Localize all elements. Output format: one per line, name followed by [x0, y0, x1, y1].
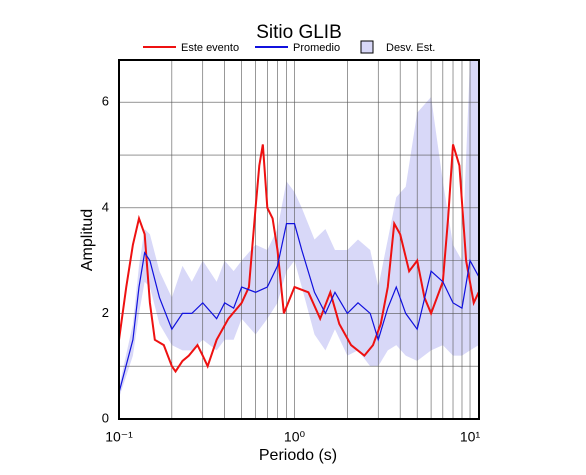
x-tick-label: 10⁻¹	[105, 429, 133, 445]
x-tick-label: 10¹	[460, 429, 481, 445]
x-tick-label: 10⁰	[284, 429, 306, 445]
chart-title: Sitio GLIB	[256, 22, 342, 43]
legend-swatch	[360, 40, 374, 54]
y-tick-label: 2	[102, 305, 109, 320]
legend-label: Desv. Est.	[386, 42, 435, 54]
legend-label: Promedio	[293, 42, 340, 54]
y-tick-label: 6	[102, 94, 109, 109]
x-axis-label: Periodo (s)	[259, 447, 337, 464]
legend-label: Este evento	[181, 42, 239, 54]
plot-frame	[118, 59, 480, 420]
std-band	[119, 60, 479, 398]
series-line	[118, 223, 480, 393]
y-tick-label: 0	[102, 410, 109, 425]
y-tick-label: 4	[102, 199, 109, 214]
y-axis-label: Amplitud	[79, 209, 96, 271]
